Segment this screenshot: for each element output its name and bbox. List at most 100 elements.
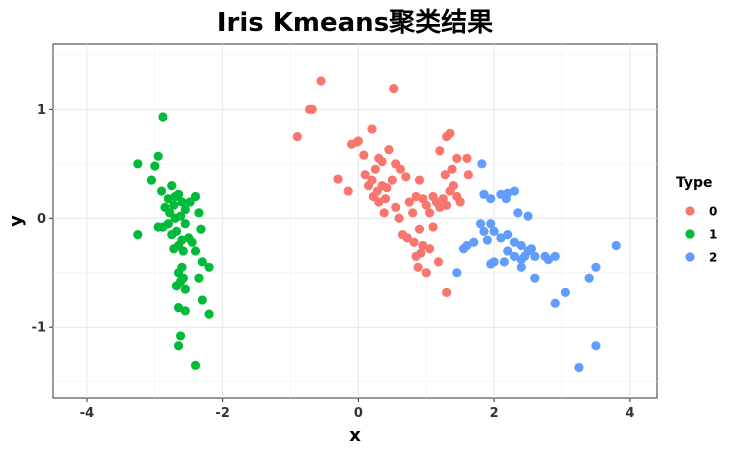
legend-key-0 (685, 206, 695, 216)
scatter-point-type-2 (458, 244, 469, 254)
scatter-point-type-0 (448, 181, 459, 191)
scatter-point-type-1 (180, 204, 190, 215)
scatter-point-type-2 (526, 244, 537, 254)
x-tick-label: 2 (490, 406, 499, 421)
scatter-point-type-0 (402, 233, 412, 243)
scatter-point-type-1 (197, 257, 207, 267)
scatter-point-type-1 (153, 222, 163, 232)
scatter-point-type-2 (516, 240, 526, 251)
scatter-point-type-1 (204, 309, 214, 319)
scatter-point-type-0 (411, 251, 421, 261)
scatter-point-type-2 (486, 219, 496, 229)
scatter-point-type-0 (435, 146, 445, 156)
scatter-point-type-0 (408, 208, 418, 218)
scatter-point-type-0 (292, 131, 302, 142)
scatter-point-type-2 (486, 194, 496, 204)
x-axis-title: x (349, 425, 361, 446)
scatter-point-type-1 (190, 360, 201, 370)
grid (53, 44, 657, 398)
scatter-point-type-1 (196, 224, 206, 234)
y-tick-label: 1 (37, 103, 46, 118)
scatter-point-type-1 (133, 230, 143, 240)
scatter-point-type-0 (367, 124, 377, 134)
scatter-point-type-1 (194, 273, 204, 283)
scatter-point-type-1 (178, 246, 188, 256)
scatter-point-type-1 (169, 244, 179, 254)
scatter-point-type-0 (414, 175, 425, 185)
data-points (133, 76, 621, 373)
scatter-point-type-2 (574, 362, 584, 373)
scatter-point-type-1 (133, 159, 143, 169)
scatter-point-type-0 (304, 104, 315, 114)
scatter-point-type-1 (175, 331, 186, 341)
scatter-point-type-0 (447, 164, 457, 174)
scatter-point-type-2 (516, 262, 526, 272)
scatter-point-type-1 (158, 112, 168, 122)
y-axis-title: y (6, 215, 27, 227)
scatter-point-type-0 (463, 170, 473, 180)
scatter-point-type-0 (442, 287, 452, 297)
scatter-point-type-2 (550, 251, 560, 261)
scatter-point-type-2 (530, 273, 540, 283)
scatter-point-type-0 (316, 76, 326, 86)
scatter-point-type-1 (167, 181, 177, 191)
x-tick-label: -4 (80, 406, 94, 421)
scatter-point-type-0 (391, 159, 401, 169)
scatter-point-type-0 (382, 183, 392, 193)
scatter-point-type-0 (370, 164, 380, 174)
scatter-point-type-2 (550, 298, 560, 308)
scatter-point-type-2 (591, 262, 601, 272)
scatter-point-type-0 (387, 175, 397, 185)
scatter-point-type-0 (401, 172, 411, 182)
scatter-point-type-1 (204, 262, 214, 272)
scatter-point-type-2 (509, 186, 520, 196)
scatter-point-type-2 (611, 240, 621, 251)
scatter-point-type-0 (413, 262, 423, 272)
scatter-point-type-1 (173, 302, 184, 313)
scatter-point-type-0 (333, 174, 343, 184)
legend-key-1 (685, 229, 695, 239)
scatter-point-type-2 (530, 251, 540, 261)
scatter-point-type-1 (173, 189, 184, 199)
legend: Type 0 1 2 (676, 175, 717, 265)
scatter-point-type-1 (163, 194, 173, 204)
scatter-point-type-1 (190, 191, 201, 202)
scatter-point-type-1 (180, 219, 190, 229)
scatter-point-type-2 (489, 226, 499, 236)
y-tick-label: 0 (37, 212, 46, 227)
scatter-point-type-0 (343, 186, 353, 196)
scatter-point-type-0 (418, 240, 428, 251)
scatter-point-type-0 (440, 170, 450, 180)
scatter-point-type-0 (380, 194, 391, 204)
scatter-point-type-0 (442, 200, 452, 210)
scatter-point-type-1 (156, 186, 167, 196)
x-tick-label: -2 (215, 406, 229, 421)
scatter-point-type-2 (503, 230, 513, 240)
scatter-point-type-0 (414, 224, 425, 234)
scatter-point-type-2 (513, 208, 523, 218)
scatter-point-type-0 (425, 208, 435, 218)
scatter-point-type-0 (409, 237, 419, 247)
legend-title: Type (676, 175, 713, 191)
scatter-point-type-0 (367, 175, 377, 185)
scatter-point-type-1 (150, 161, 160, 171)
x-tick-label: 4 (625, 406, 634, 421)
scatter-point-type-0 (428, 222, 438, 232)
scatter-point-type-2 (482, 235, 492, 245)
scatter-point-type-1 (173, 341, 184, 351)
scatter-point-type-1 (187, 237, 197, 247)
legend-label-1: 1 (709, 228, 717, 242)
scatter-point-type-1 (180, 284, 190, 294)
scatter-point-type-2 (486, 259, 496, 269)
scatter-point-type-2 (584, 273, 594, 283)
scatter-point-type-1 (171, 226, 182, 236)
scatter-point-type-1 (197, 295, 207, 305)
scatter-point-type-0 (394, 213, 404, 223)
scatter-point-type-0 (455, 197, 465, 207)
scatter-point-type-0 (379, 208, 389, 218)
legend-key-2 (685, 252, 695, 262)
scatter-point-type-0 (353, 136, 363, 146)
scatter-point-type-0 (359, 150, 369, 160)
scatter-point-type-1 (169, 200, 179, 210)
